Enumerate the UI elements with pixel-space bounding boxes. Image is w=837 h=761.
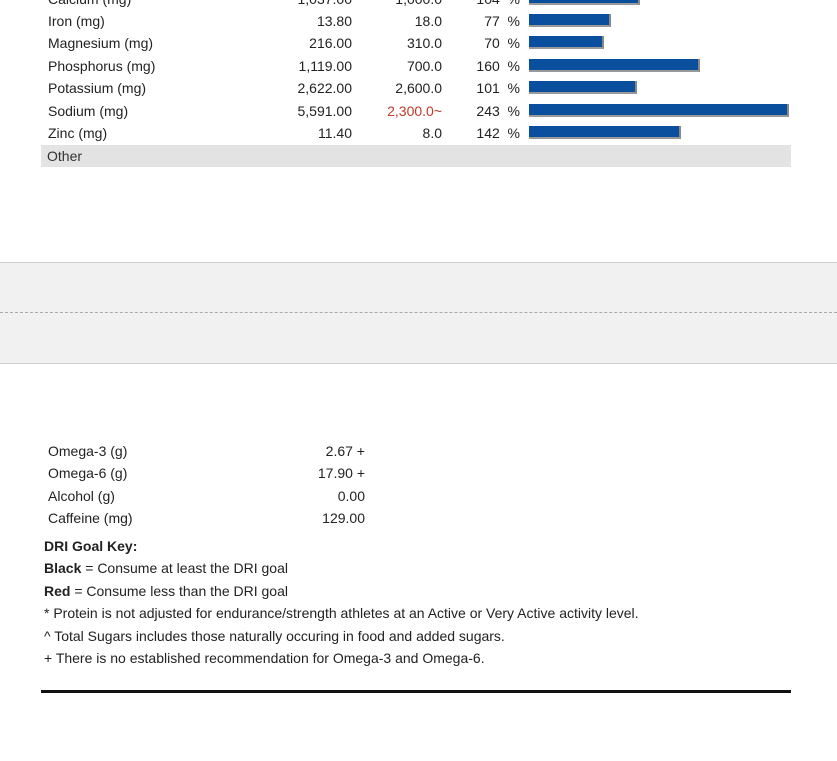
nutrient-name: Phosphorus (mg)	[48, 58, 156, 74]
percent-bar	[529, 36, 604, 49]
nutrient-name: Alcohol (g)	[48, 488, 115, 504]
nutrient-amount: 1,119.00	[298, 58, 352, 74]
percent-bar	[529, 81, 637, 94]
nutrient-goal: 8.0	[422, 125, 442, 141]
note-protein: * Protein is not adjusted for endurance/…	[44, 605, 639, 621]
nutrient-goal: 700.0	[406, 58, 442, 74]
note-sugars: ^ Total Sugars includes those naturally …	[44, 628, 505, 644]
dri-key-title: DRI Goal Key:	[44, 538, 138, 554]
nutrient-percent: 70 %	[484, 35, 520, 51]
nutrient-goal: 310.0	[406, 35, 442, 51]
other-nutrient-row: Omega-3 (g) 2.67 +	[41, 440, 441, 462]
footer-rule	[41, 690, 791, 693]
percent-bar	[529, 14, 611, 27]
nutrient-percent: 77 %	[484, 13, 520, 29]
nutrient-row: Calcium (mg) 1,037.00 1,000.0 104 %	[41, 0, 791, 10]
nutrient-goal: 1,000.0	[395, 0, 442, 10]
dri-key-black: Black = Consume at least the DRI goal	[44, 560, 288, 576]
nutrient-row: Magnesium (mg) 216.00 310.0 70 %	[41, 32, 791, 54]
nutrient-row: Sodium (mg) 5,591.00 2,300.0~ 243 %	[41, 100, 791, 122]
nutrient-amount: 11.40	[318, 125, 352, 141]
nutrient-amount: 216.00	[309, 35, 352, 51]
nutrient-name: Magnesium (mg)	[48, 35, 154, 51]
other-nutrient-row: Alcohol (g) 0.00	[41, 485, 441, 507]
nutrient-name: Potassium (mg)	[48, 80, 147, 96]
section-header-other: Other	[41, 145, 791, 167]
nutrient-amount: 2,622.00	[297, 80, 353, 96]
nutrient-name: Zinc (mg)	[48, 125, 108, 141]
nutrient-amount: 2.67 +	[325, 443, 365, 459]
other-nutrient-row: Caffeine (mg) 129.00	[41, 507, 441, 529]
page-break-band-bottom	[0, 313, 837, 364]
percent-bar	[529, 0, 640, 5]
nutrient-percent: 243 %	[476, 103, 520, 119]
nutrient-amount: 17.90 +	[317, 465, 365, 481]
nutrient-percent: 104 %	[460, 0, 520, 10]
nutrient-row: Iron (mg) 13.80 18.0 77 %	[41, 10, 791, 32]
nutrient-goal: 2,300.0~	[387, 103, 442, 119]
nutrient-goal: 2,600.0	[395, 80, 442, 96]
nutrient-name: Omega-3 (g)	[48, 443, 128, 459]
page-break-divider	[0, 312, 837, 313]
nutrient-name: Calcium (mg)	[48, 0, 131, 10]
page-break-band-top	[0, 262, 837, 313]
percent-bar	[529, 126, 681, 139]
nutrient-row: Phosphorus (mg) 1,119.00 700.0 160 %	[41, 55, 791, 77]
nutrient-percent: 160 %	[476, 58, 520, 74]
nutrient-name: Caffeine (mg)	[48, 510, 133, 526]
nutrient-amount: 1,037.00	[298, 0, 353, 10]
nutrient-row: Potassium (mg) 2,622.00 2,600.0 101 %	[41, 77, 791, 99]
nutrient-name: Omega-6 (g)	[48, 465, 128, 481]
dri-key-red: Red = Consume less than the DRI goal	[44, 583, 288, 599]
section-header-label: Other	[47, 148, 83, 164]
nutrient-goal: 18.0	[414, 13, 442, 29]
other-nutrient-row: Omega-6 (g) 17.90 +	[41, 462, 441, 484]
nutrient-amount: 5,591.00	[297, 103, 353, 119]
nutrient-amount: 129.00	[322, 510, 365, 526]
nutrient-row: Zinc (mg) 11.40 8.0 142 %	[41, 122, 791, 144]
nutrient-percent: 142 %	[476, 125, 520, 141]
nutrient-name: Sodium (mg)	[48, 103, 129, 119]
nutrient-amount: 0.00	[337, 488, 365, 504]
percent-bar	[529, 59, 700, 72]
nutrient-percent: 101 %	[476, 80, 520, 96]
note-omega: + There is no established recommendation…	[44, 650, 485, 666]
percent-bar	[529, 104, 789, 117]
nutrient-name: Iron (mg)	[48, 13, 105, 29]
nutrient-amount: 13.80	[316, 13, 352, 29]
